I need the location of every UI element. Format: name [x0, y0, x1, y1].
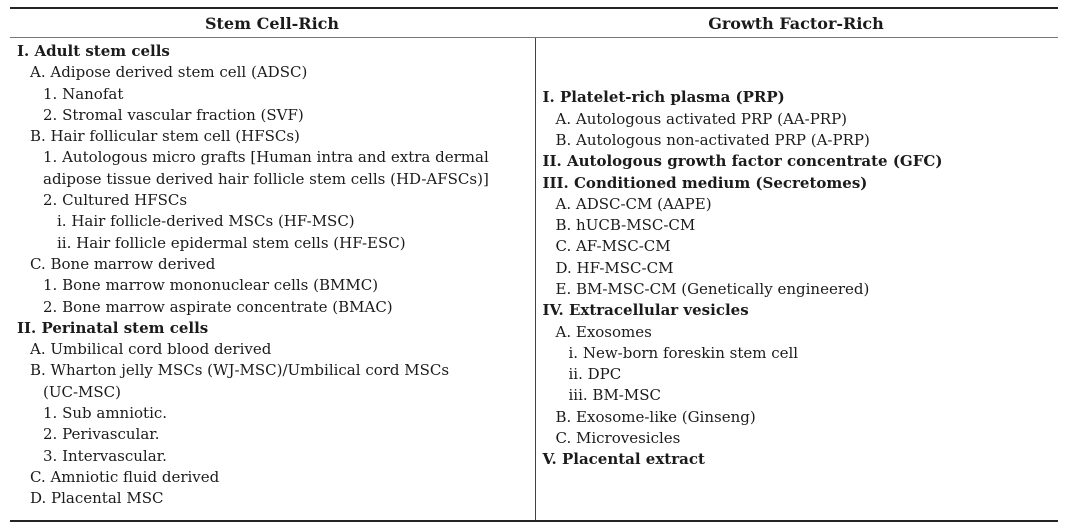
list-line: D. Placental MSC — [30, 489, 164, 508]
list-line: ii. DPC — [568, 365, 622, 384]
list-line: II. Perinatal stem cells — [17, 318, 209, 337]
list-line: B. hUCB-MSC-CM — [555, 216, 696, 235]
list-line: A. Umbilical cord blood derived — [30, 340, 272, 359]
column-header-stem-cell-rich: Stem Cell-Rich — [204, 13, 340, 33]
list-line: 1. Autologous micro grafts [Human intra … — [43, 148, 489, 167]
list-line: 2. Cultured HFSCs — [43, 191, 188, 210]
list-line: (UC-MSC) — [43, 382, 122, 401]
list-line: A. Exosomes — [555, 322, 652, 341]
list-line: II. Autologous growth factor concentrate… — [542, 152, 943, 171]
list-line: B. Exosome-like (Ginseng) — [555, 407, 756, 426]
list-line: 1. Bone marrow mononuclear cells (BMMC) — [43, 276, 379, 295]
list-line: i. New-born foreskin stem cell — [568, 343, 799, 362]
list-line: C. Bone marrow derived — [30, 254, 216, 273]
column-stem-cell-rich: I. Adult stem cells A. Adipose derived st… — [10, 38, 535, 520]
column-header-growth-factor-rich: Growth Factor-Rich — [708, 13, 884, 33]
list-line: E. BM-MSC-CM (Genetically engineered) — [555, 280, 870, 298]
column-growth-factor-rich: I. Platelet-rich plasma (PRP) A. Autologo… — [534, 38, 1059, 520]
list-line: i. Hair follicle-derived MSCs (HF-MSC) — [57, 212, 355, 231]
list-line: 1. Sub amniotic. — [43, 404, 168, 423]
list-line: 1. Nanofat — [43, 84, 124, 103]
list-line: 2. Bone marrow aspirate concentrate (BMA… — [43, 297, 393, 316]
list-line: C. Microvesicles — [555, 429, 681, 448]
list-line: III. Conditioned medium (Secretomes) — [542, 173, 868, 192]
table-body: I. Adult stem cells A. Adipose derived st… — [10, 38, 1058, 522]
list-line: C. AF-MSC-CM — [555, 237, 671, 256]
list-line: IV. Extracellular vesicles — [542, 301, 749, 320]
list-line: V. Placental extract — [542, 450, 705, 469]
list-line: adipose tissue derived hair follicle ste… — [43, 169, 489, 188]
list-line: 3. Intervascular. — [43, 446, 167, 465]
list-line: I. Adult stem cells — [17, 42, 170, 60]
list-line: ii. Hair follicle epidermal stem cells (… — [57, 233, 406, 252]
list-line: A. Adipose derived stem cell (ADSC) — [30, 63, 308, 82]
list-line: C. Amniotic fluid derived — [30, 467, 220, 486]
list-line: A. ADSC-CM (AAPE) — [555, 194, 712, 213]
list-line: 2. Stromal vascular fraction (SVF) — [43, 105, 304, 124]
list-line: iii. BM-MSC — [568, 386, 662, 405]
list-line: A. Autologous activated PRP (AA-PRP) — [555, 109, 848, 128]
table-header-row: Stem Cell-Rich Growth Factor-Rich — [10, 7, 1058, 38]
list-line: B. Autologous non-activated PRP (A-PRP) — [555, 130, 870, 149]
list-line: B. Hair follicular stem cell (HFSCs) — [30, 127, 300, 146]
list-line: 2. Perivascular. — [43, 425, 160, 444]
classification-table: Stem Cell-Rich Growth Factor-Rich I. Adu… — [10, 7, 1058, 522]
list-line: D. HF-MSC-CM — [555, 258, 674, 277]
list-line: B. Wharton jelly MSCs (WJ-MSC)/Umbilical… — [30, 361, 450, 380]
list-line: I. Platelet-rich plasma (PRP) — [542, 88, 785, 107]
